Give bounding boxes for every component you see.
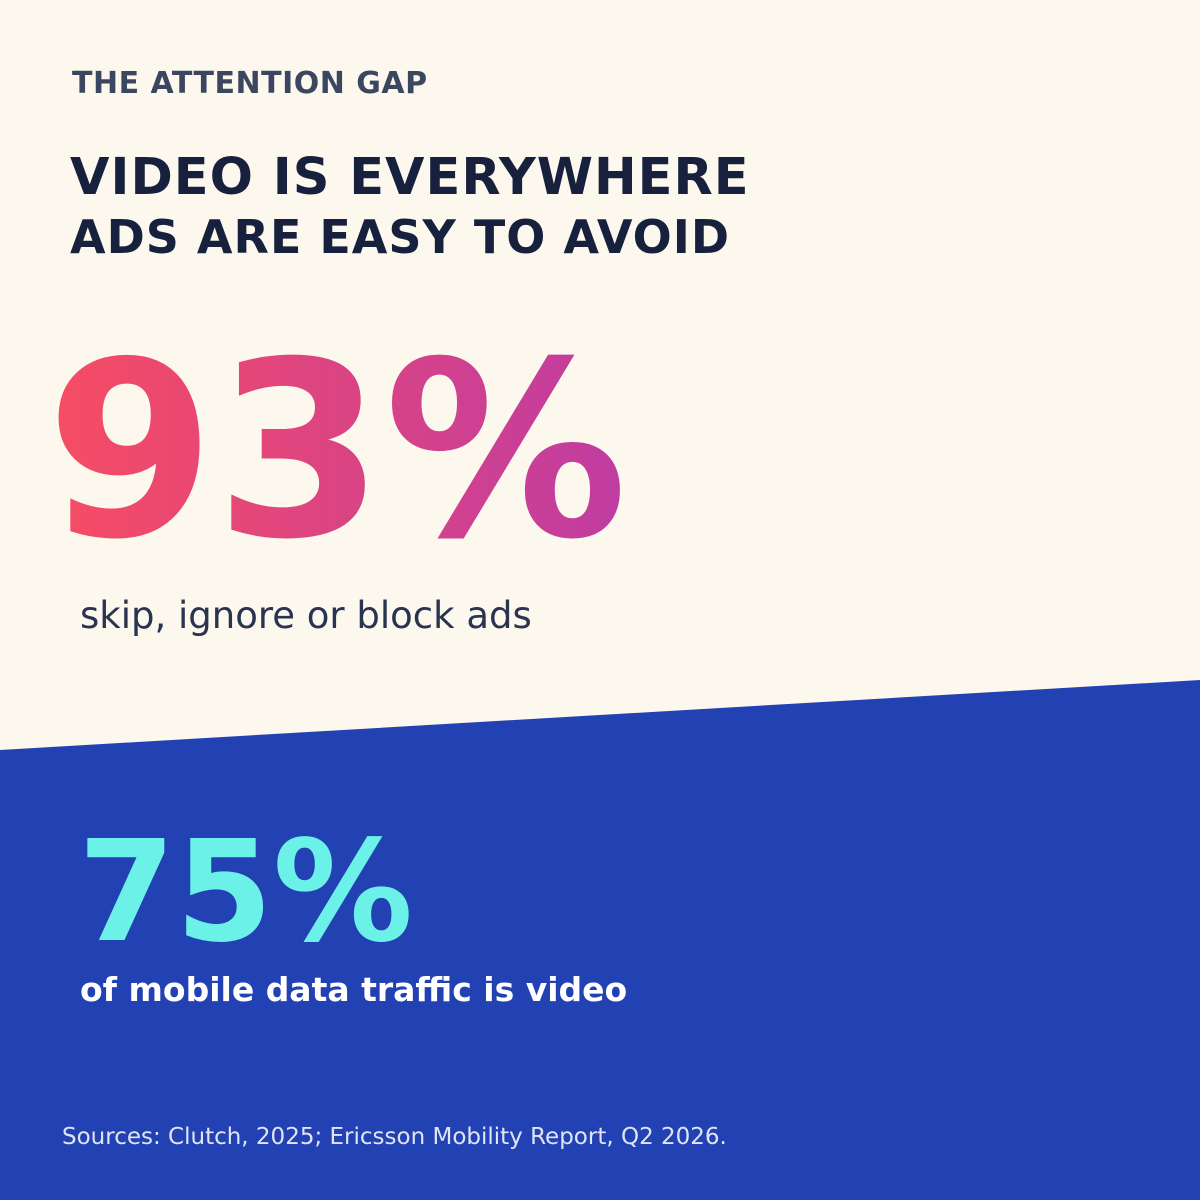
- sources: Sources: Clutch, 2025; Ericsson Mobility…: [62, 1124, 727, 1150]
- stat-caption: skip, ignore or block ads: [80, 594, 532, 637]
- headline-line: ADS ARE EASY TO AVOID: [70, 210, 730, 264]
- eyebrow: THE ATTENTION GAP: [72, 66, 428, 101]
- stat-value: 75%: [78, 811, 413, 974]
- headline-line: VIDEO IS EVERYWHERE: [70, 148, 750, 207]
- stat-value: 93%: [46, 310, 628, 593]
- blue-panel: [0, 680, 1200, 1200]
- stat-caption: of mobile data traffic is video: [80, 970, 627, 1009]
